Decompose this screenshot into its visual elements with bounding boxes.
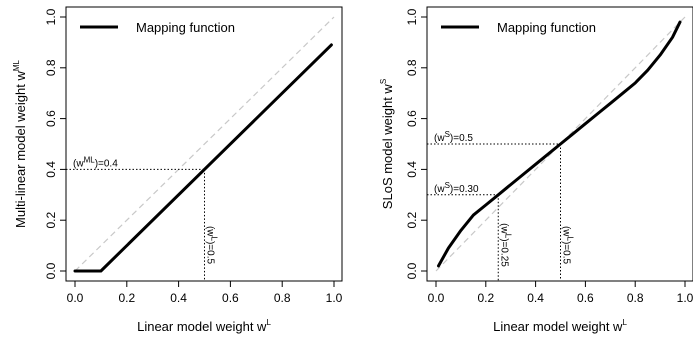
y-tick-label: 0.4 [405, 161, 419, 178]
annotation-horizontal-label: (wS)=0.5 [434, 130, 473, 144]
x-axis-label: Linear model weight wL [493, 318, 627, 334]
y-axis-label: Multi-linear model weight wML [12, 60, 28, 228]
annotation-text: )=0.5 [205, 241, 216, 265]
annotation-text: (w [434, 184, 445, 195]
y-axis-label-text: SLoS model weight w [380, 84, 395, 210]
y-tick-label: 0.6 [44, 110, 58, 127]
y-tick-label: 1.0 [44, 8, 58, 25]
y-tick-label: 0.2 [44, 212, 58, 229]
annotation-horizontal-label: (wS)=0.30 [434, 181, 479, 195]
annotation-text: (w [434, 133, 445, 144]
y-axis-label: SLoS model weight wS [379, 79, 395, 209]
annotation-vertical-label: (wL)=0.5 [561, 226, 575, 265]
annotation-text: (w [205, 226, 216, 237]
y-tick-label: 0.0 [44, 262, 58, 279]
annotation-sup: ML [84, 155, 96, 164]
x-axis-label-sup: L [266, 318, 271, 327]
annotation-sup: S [445, 181, 450, 190]
x-tick-label: 0.0 [67, 291, 84, 305]
x-tick-label: 1.0 [326, 291, 343, 305]
annotation-text: )=0.30 [450, 184, 479, 195]
series-line [437, 20, 682, 268]
legend-label: Mapping function [497, 20, 596, 35]
annotation-vertical-label: (wL)=0.25 [498, 223, 512, 267]
annotation-horizontal-label: (wML)=0.4 [73, 155, 118, 169]
annotation-sup: L [210, 237, 219, 242]
annotation-text: )=0.5 [450, 133, 474, 144]
y-tick-label: 1.0 [405, 8, 419, 25]
series-line [73, 43, 333, 273]
x-tick-label: 0.4 [527, 291, 544, 305]
x-axis-label: Linear model weight wL [137, 318, 271, 334]
x-tick-label: 1.0 [677, 291, 693, 305]
annotation-text: )=0.5 [561, 241, 572, 265]
chart-panel-2: 0.0 0.2 0.4 0.6 0.8 1.0 0.0 0.2 0.4 0.6 0.8 1.0 Line… [379, 6, 693, 334]
annotation-sup: L [503, 234, 512, 239]
y-axis-label-sup: S [379, 79, 388, 84]
y-tick-label: 0.4 [44, 161, 58, 178]
x-tick-label: 0.6 [577, 291, 594, 305]
chart-panel-1: 0.0 0.2 0.4 0.6 0.8 1.0 0.0 0.2 0.4 0.6 0.8 1.0 Line… [12, 6, 343, 334]
x-tick-label: 0.2 [477, 291, 494, 305]
y-axis-label-text: Multi-linear model weight w [13, 71, 28, 228]
y-tick-label: 0.6 [405, 110, 419, 127]
annotation-text: )=0.4 [95, 158, 119, 169]
annotation-text: )=0.25 [498, 238, 509, 267]
annotation-text: (w [73, 158, 84, 169]
y-tick-label: 0.2 [405, 212, 419, 229]
y-tick-label: 0.8 [405, 59, 419, 76]
x-axis-label-text: Linear model weight w [137, 319, 267, 334]
annotation-sup: S [445, 130, 450, 139]
annotation-text: (w [561, 226, 572, 237]
x-tick-label: 0.0 [428, 291, 445, 305]
x-tick-label: 0.8 [274, 291, 291, 305]
x-axis-label-text: Linear model weight w [493, 319, 623, 334]
legend-label: Mapping function [136, 20, 235, 35]
x-tick-label: 0.4 [170, 291, 187, 305]
legend: Mapping function [441, 20, 596, 35]
annotation-text: (w [498, 223, 509, 234]
y-tick-label: 0.0 [405, 262, 419, 279]
x-tick-label: 0.8 [627, 291, 644, 305]
annotation-vertical-label: (wL)=0.5 [205, 226, 219, 265]
y-tick-label: 0.8 [44, 59, 58, 76]
plot-frame [65, 6, 343, 282]
x-tick-label: 0.2 [118, 291, 135, 305]
reference-diagonal-line [74, 16, 335, 272]
y-axis-label-sup: ML [12, 60, 21, 72]
annotation-sup: L [566, 237, 575, 242]
x-tick-label: 0.6 [222, 291, 239, 305]
x-axis-label-sup: L [622, 318, 627, 327]
legend: Mapping function [80, 20, 235, 35]
